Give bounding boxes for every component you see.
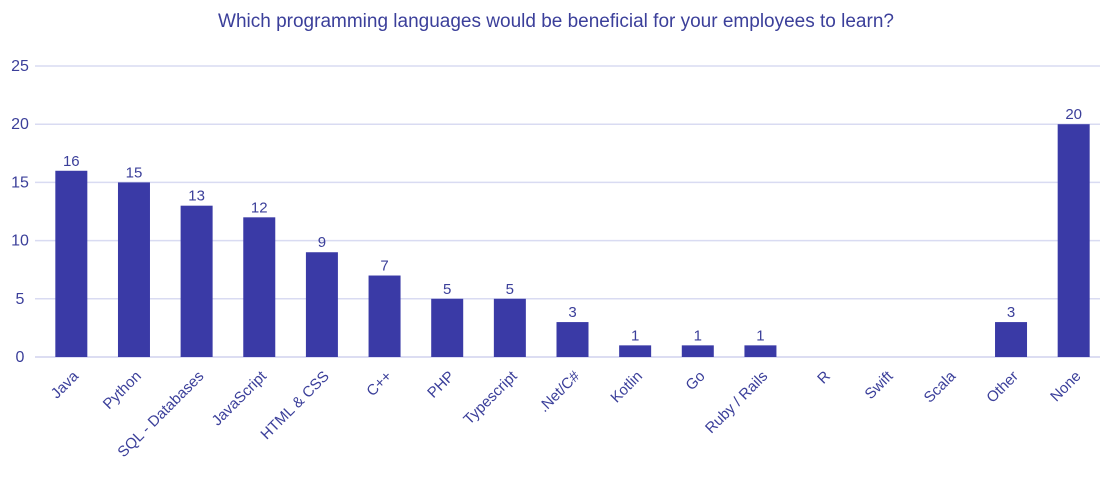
bar xyxy=(431,298,464,357)
bar xyxy=(243,217,276,357)
data-label: 1 xyxy=(756,327,764,344)
bars xyxy=(55,124,1090,357)
x-tick-label: Ruby / Rails xyxy=(702,368,771,437)
x-tick-label: Java xyxy=(48,367,83,402)
data-label: 12 xyxy=(251,199,268,216)
data-label: 3 xyxy=(1007,304,1015,321)
data-label: 5 xyxy=(443,281,451,298)
bar xyxy=(117,182,150,357)
bar xyxy=(305,252,338,357)
x-tick-label: R xyxy=(814,368,834,388)
data-label: 5 xyxy=(506,281,514,298)
data-label: 20 xyxy=(1065,106,1082,123)
x-tick-label: Kotlin xyxy=(607,368,646,407)
data-label: 15 xyxy=(126,164,143,181)
x-tick-label: Typescript xyxy=(460,367,521,428)
y-tick-label: 20 xyxy=(11,116,29,133)
x-tick-label: JavaScript xyxy=(209,367,271,429)
bar xyxy=(180,205,213,357)
bar xyxy=(493,298,526,357)
data-label: 16 xyxy=(63,153,80,170)
bar xyxy=(619,345,652,357)
bar xyxy=(681,345,714,357)
data-label: 1 xyxy=(694,327,702,344)
x-tick-label: None xyxy=(1047,368,1084,405)
data-label: 13 xyxy=(188,188,205,205)
x-tick-label: Python xyxy=(100,368,145,413)
y-axis-ticks: 0 5 10 15 20 25 xyxy=(11,58,29,366)
x-tick-label: .Net/C# xyxy=(535,367,583,415)
bar xyxy=(368,275,401,357)
x-tick-label: Swift xyxy=(862,367,898,403)
y-tick-label: 5 xyxy=(16,291,25,308)
y-tick-label: 15 xyxy=(11,174,29,191)
bar xyxy=(744,345,777,357)
bar xyxy=(556,322,589,357)
data-label: 1 xyxy=(631,327,639,344)
data-label: 7 xyxy=(380,258,388,275)
data-label: 3 xyxy=(568,304,576,321)
x-tick-label: Go xyxy=(682,368,708,394)
bar xyxy=(1057,124,1090,357)
chart-title: Which programming languages would be ben… xyxy=(218,11,894,32)
bar xyxy=(55,170,88,357)
x-tick-label: PHP xyxy=(424,368,458,402)
x-tick-label: Scala xyxy=(921,367,960,406)
y-tick-label: 10 xyxy=(11,233,29,250)
y-tick-label: 25 xyxy=(11,58,29,75)
x-tick-label: C++ xyxy=(363,368,395,400)
bar xyxy=(995,322,1028,357)
x-tick-label: Other xyxy=(983,368,1022,407)
y-tick-label: 0 xyxy=(16,349,25,366)
data-label: 9 xyxy=(318,234,326,251)
